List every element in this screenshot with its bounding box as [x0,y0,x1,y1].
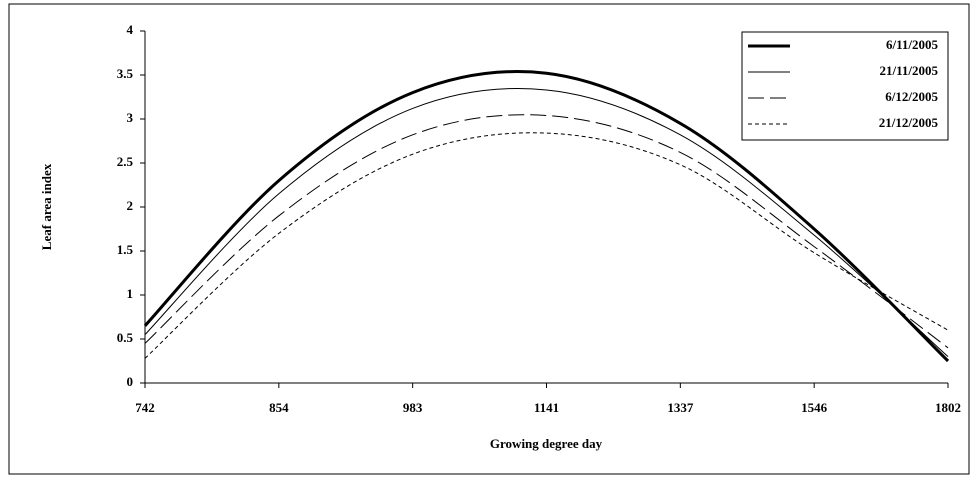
y-tick-label: 4 [127,22,134,37]
y-axis-label: Leaf area index [39,163,54,250]
y-tick-label: 0 [127,374,134,389]
data-line [144,114,949,349]
x-axis-label: Growing degree day [490,436,603,451]
y-tick-label: 2.5 [117,154,134,169]
x-tick-label: 1141 [534,400,559,415]
y-tick-label: 1.5 [117,242,134,257]
data-line [143,70,950,363]
x-tick-label: 742 [135,400,155,415]
legend-box [741,31,949,141]
y-tick-label: 3.5 [117,66,134,81]
x-tick-label: 1802 [935,400,961,415]
y-tick-label: 0.5 [117,330,134,345]
legend-label: 21/11/2005 [879,63,938,78]
x-tick-label: 983 [403,400,423,415]
legend-label: 6/11/2005 [886,37,939,52]
legend-label: 21/12/2005 [879,115,939,130]
data-line [144,88,949,357]
x-tick-label: 1337 [667,400,694,415]
x-tick-label: 854 [269,400,289,415]
y-tick-label: 1 [127,286,134,301]
x-tick-label: 1546 [801,400,828,415]
y-tick-label: 3 [127,110,134,125]
legend-label: 6/12/2005 [885,89,938,104]
y-tick-label: 2 [127,198,134,213]
